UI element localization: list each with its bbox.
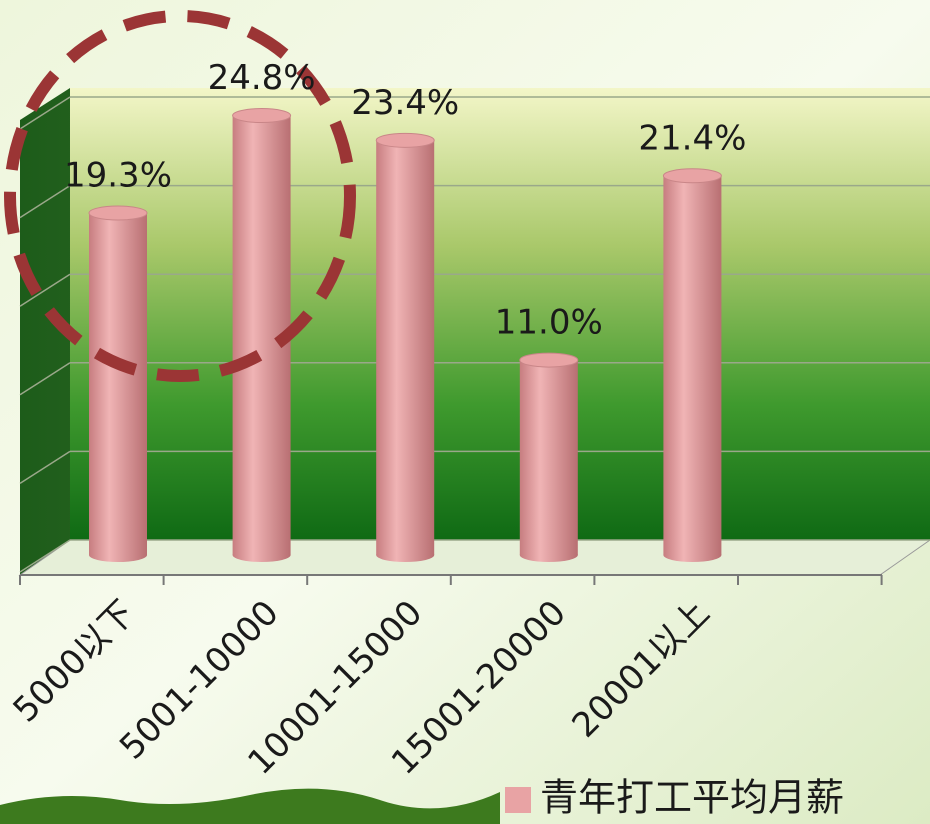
legend-swatch: [505, 787, 531, 813]
bar-base: [232, 548, 291, 562]
grid-line: [19, 450, 71, 485]
bar: [519, 360, 578, 555]
grid-line: [19, 184, 71, 219]
bar-top: [232, 108, 292, 124]
value-label: 11.0%: [495, 303, 603, 343]
bar-base: [519, 548, 578, 562]
bar-top: [662, 168, 722, 184]
bar: [663, 175, 722, 556]
value-label: 23.4%: [351, 83, 459, 123]
grid-line: [19, 96, 71, 130]
grass: [0, 788, 500, 824]
bar: [89, 213, 147, 555]
grid: [19, 96, 930, 585]
bar-base: [663, 548, 722, 562]
grid-line: [19, 539, 71, 573]
bar-base: [89, 548, 147, 562]
floor: [18, 539, 930, 576]
grid-line: [19, 273, 71, 307]
value-label: 24.8%: [208, 58, 316, 98]
value-label: 19.3%: [64, 156, 172, 196]
bar-top: [88, 205, 148, 221]
back-wall: [70, 88, 930, 540]
legend-label: 青年打工平均月薪: [540, 776, 844, 820]
highlight-circle: [4, 10, 356, 382]
bar-top: [519, 352, 579, 368]
bar-base: [376, 548, 435, 562]
grid-line: [19, 362, 71, 396]
bar-top: [375, 132, 435, 148]
value-label: 21.4%: [638, 118, 746, 158]
bar: [376, 140, 435, 556]
